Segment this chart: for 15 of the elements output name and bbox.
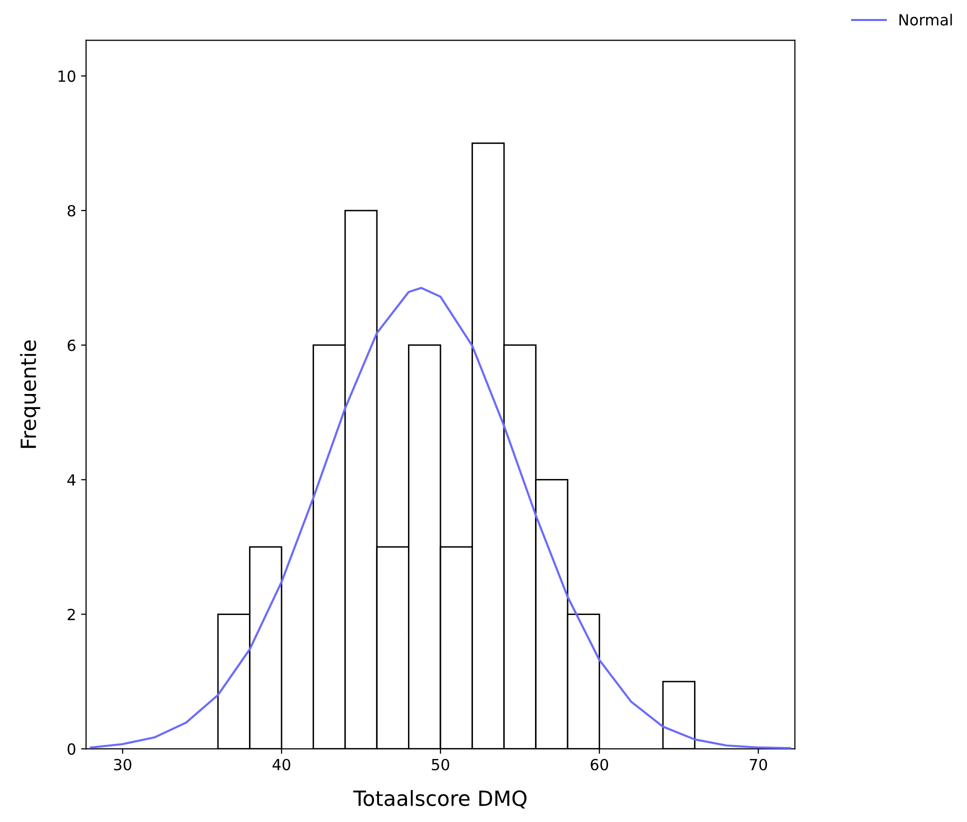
y-tick-label: 10: [58, 70, 76, 82]
legend-label: Normal: [899, 14, 952, 26]
x-axis-title: Totaalscore DMQ: [353, 790, 527, 809]
x-tick-label: 60: [590, 758, 608, 770]
y-tick-label: 4: [67, 474, 76, 486]
y-tick-label: 2: [68, 608, 75, 620]
y-axis-title: Frequentie: [20, 340, 40, 448]
x-tick-label: 40: [272, 758, 290, 770]
x-tick-label: 70: [750, 758, 768, 770]
y-tick-label: 8: [68, 204, 76, 217]
x-tick-label: 30: [114, 758, 132, 770]
x-tick-label: 50: [432, 758, 450, 770]
y-tick-label: 6: [68, 340, 76, 352]
y-tick-label: 0: [68, 743, 76, 755]
line-series: [90, 286, 792, 749]
